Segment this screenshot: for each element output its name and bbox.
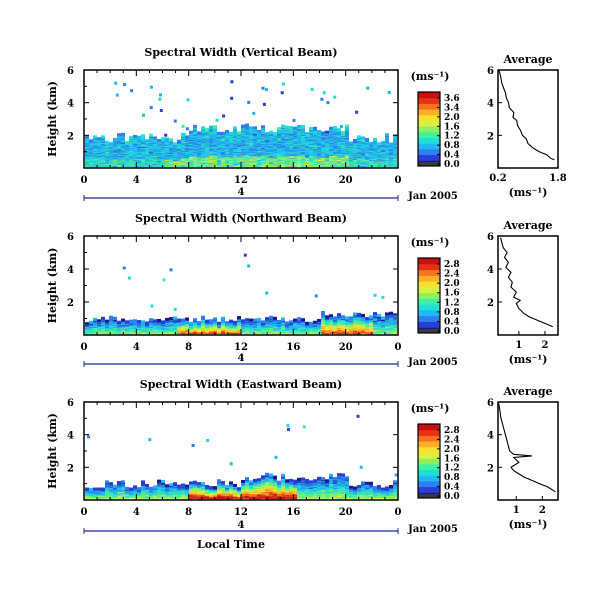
heatmap-cell	[245, 123, 249, 127]
heatmap-cell	[181, 132, 185, 136]
heatmap-cell	[205, 127, 209, 131]
heatmap-cell	[261, 125, 265, 129]
heatmap-cell	[289, 126, 293, 130]
heatmap-cell	[141, 134, 145, 138]
heatmap-cell	[213, 125, 217, 129]
heatmap-cell	[161, 137, 165, 141]
heatmap-cell	[313, 126, 317, 130]
heatmap-cell	[193, 124, 197, 128]
heatmap-cell	[217, 131, 221, 135]
heatmap-cell	[89, 139, 93, 143]
heatmap-cell	[97, 137, 101, 141]
heatmap-cell	[285, 125, 289, 129]
heatmap-cell	[177, 139, 181, 143]
heatmap-cells	[85, 80, 397, 168]
heatmap-cell	[125, 141, 129, 145]
heatmap-cell	[277, 127, 281, 131]
heatmap-cell	[109, 142, 113, 146]
heatmap-cell	[133, 135, 137, 139]
heatmap-cell	[145, 139, 149, 143]
heatmap-cell	[101, 135, 105, 139]
heatmap-cell	[153, 136, 157, 140]
heatmap-cell	[105, 140, 109, 144]
heatmap-cell	[317, 129, 321, 133]
heatmap-cell	[297, 124, 301, 128]
heatmap-cell	[117, 133, 121, 137]
heatmap-cell	[149, 133, 153, 137]
heatmap-cell	[225, 129, 229, 133]
panel-title: Spectral Width (Vertical Beam)	[144, 46, 337, 59]
heatmap-cell	[325, 130, 329, 134]
heatmap-cell	[293, 126, 297, 130]
heatmap-cell	[129, 136, 133, 140]
heatmap-cell	[253, 126, 257, 130]
heatmap-cell	[237, 131, 241, 135]
heatmap-cell	[185, 135, 189, 139]
heatmap-cell	[305, 132, 309, 136]
heatmap-cell	[229, 131, 233, 135]
heatmap-cell	[321, 131, 325, 135]
heatmap-cell	[269, 130, 273, 134]
heatmap-cell	[173, 142, 177, 146]
heatmap-cell	[157, 138, 161, 142]
heatmap-cell	[301, 124, 305, 128]
heatmap-cell	[197, 131, 201, 135]
heatmap-cell	[241, 124, 245, 128]
heatmap-cell	[233, 126, 237, 130]
heatmap-cell	[309, 127, 313, 131]
heatmap-cell	[221, 131, 225, 135]
heatmap-cell	[121, 132, 125, 136]
heatmap-cell	[249, 126, 253, 130]
heatmap-cell	[189, 130, 193, 134]
heatmap-cell	[113, 137, 117, 141]
heatmap-cell	[93, 135, 97, 139]
heatmap-cell	[85, 135, 89, 139]
heatmap-cell	[273, 132, 277, 136]
heatmap-cell	[265, 132, 269, 136]
heatmap-cell	[165, 137, 169, 141]
heatmap-cell	[201, 126, 205, 130]
heatmap-cell	[169, 138, 173, 142]
heatmap-cell	[209, 125, 213, 129]
heatmap-cell	[281, 124, 285, 128]
heatmap-cell	[329, 126, 333, 130]
heatmap-cell	[137, 135, 141, 139]
